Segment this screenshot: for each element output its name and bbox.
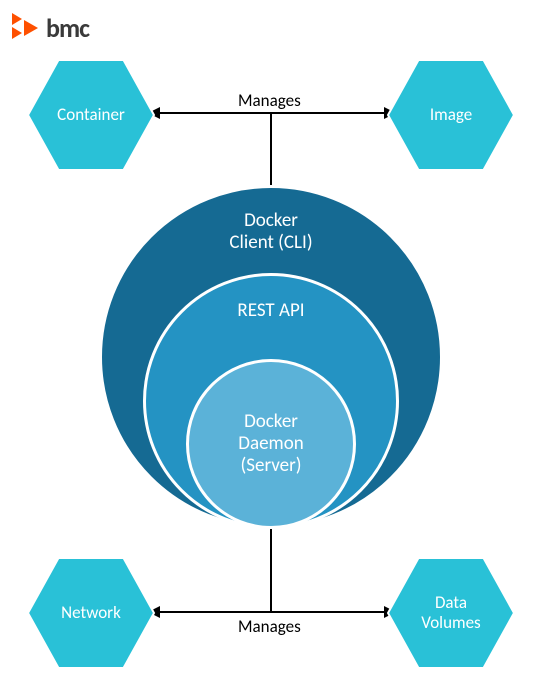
hexagon-container: Container [26, 58, 156, 172]
bmc-logo-icon [12, 13, 40, 43]
top-horizontal-line [159, 112, 385, 114]
manages-label-top: Manages [238, 90, 301, 111]
circle-docker-daemon: DockerDaemon(Server) [186, 359, 356, 529]
top-vertical-line [270, 112, 272, 186]
bmc-logo-text: bmc [46, 12, 89, 44]
bottom-horizontal-line [159, 611, 385, 613]
hexagon-label: DataVolumes [413, 593, 488, 632]
manages-label-bottom: Manages [238, 616, 301, 637]
hexagon-label: Network [53, 603, 129, 623]
circle-label-daemon: DockerDaemon(Server) [238, 411, 303, 477]
hexagon-data-volumes: DataVolumes [386, 556, 516, 670]
hexagon-label: Container [49, 105, 133, 125]
bmc-logo: bmc [12, 12, 89, 44]
hexagon-image: Image [386, 58, 516, 172]
hexagon-label: Image [422, 105, 480, 125]
hexagon-network: Network [26, 556, 156, 670]
